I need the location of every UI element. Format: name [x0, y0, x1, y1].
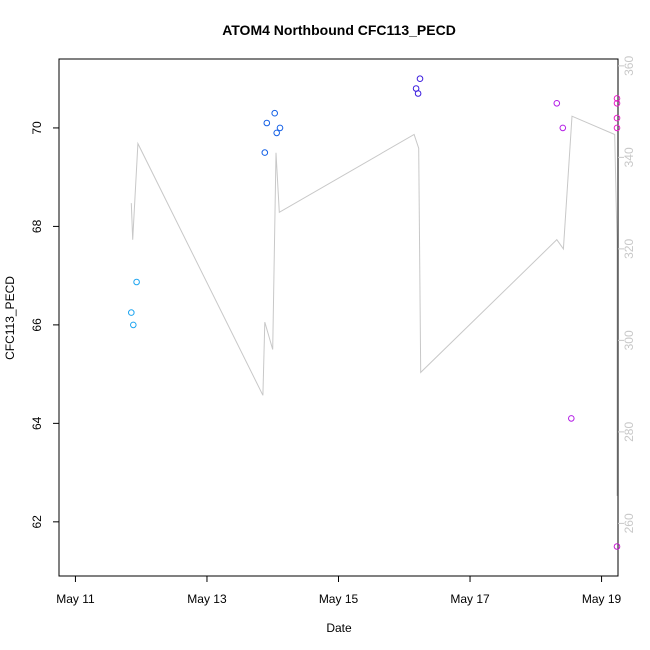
chart-title: ATOM4 Northbound CFC113_PECD — [222, 22, 456, 38]
data-point — [128, 309, 135, 316]
y-tick-label: 62 — [30, 515, 44, 529]
data-point — [613, 95, 621, 102]
y2-axis: 260 280 300 320 340 360 — [618, 56, 636, 533]
data-point — [613, 114, 621, 122]
x-axis-title: Date — [326, 621, 352, 635]
x-tick-label: May 19 — [582, 592, 622, 606]
data-point — [613, 543, 621, 550]
data-point — [133, 278, 140, 286]
y-tick-label: 64 — [30, 416, 44, 430]
data-point — [276, 124, 284, 132]
secondary-series-line — [130, 115, 618, 496]
data-point — [553, 100, 561, 107]
y2-tick-label: 260 — [622, 513, 636, 533]
data-point — [613, 100, 621, 107]
data-point — [414, 90, 422, 97]
data-point — [416, 75, 424, 82]
y-axis: 62 64 66 68 70 — [30, 121, 59, 529]
y-axis-title: CFC113_PECD — [3, 276, 17, 360]
data-point — [273, 129, 281, 137]
y2-tick-label: 280 — [622, 422, 636, 442]
data-point — [271, 109, 279, 117]
points-layer — [128, 75, 621, 550]
y2-tick-label: 360 — [622, 56, 636, 76]
secondary-line-layer — [130, 115, 618, 496]
data-point — [261, 149, 269, 156]
y-tick-label: 68 — [30, 219, 44, 233]
x-tick-label: May 15 — [319, 592, 359, 606]
y-tick-label: 66 — [30, 318, 44, 332]
data-point — [559, 124, 567, 132]
y-tick-label: 70 — [30, 121, 44, 135]
x-tick-label: May 13 — [187, 592, 227, 606]
x-tick-label: May 17 — [450, 592, 490, 606]
plot-frame — [58, 58, 619, 577]
data-point — [613, 124, 621, 132]
x-tick-label: May 11 — [56, 592, 95, 606]
y2-tick-label: 320 — [622, 239, 636, 259]
x-axis: May 11 May 13 May 15 May 17 May 19 — [56, 576, 622, 606]
data-point — [263, 119, 271, 127]
data-point — [130, 321, 137, 329]
y2-tick-label: 300 — [622, 330, 636, 350]
data-point — [568, 415, 575, 422]
y2-tick-label: 340 — [622, 147, 636, 167]
